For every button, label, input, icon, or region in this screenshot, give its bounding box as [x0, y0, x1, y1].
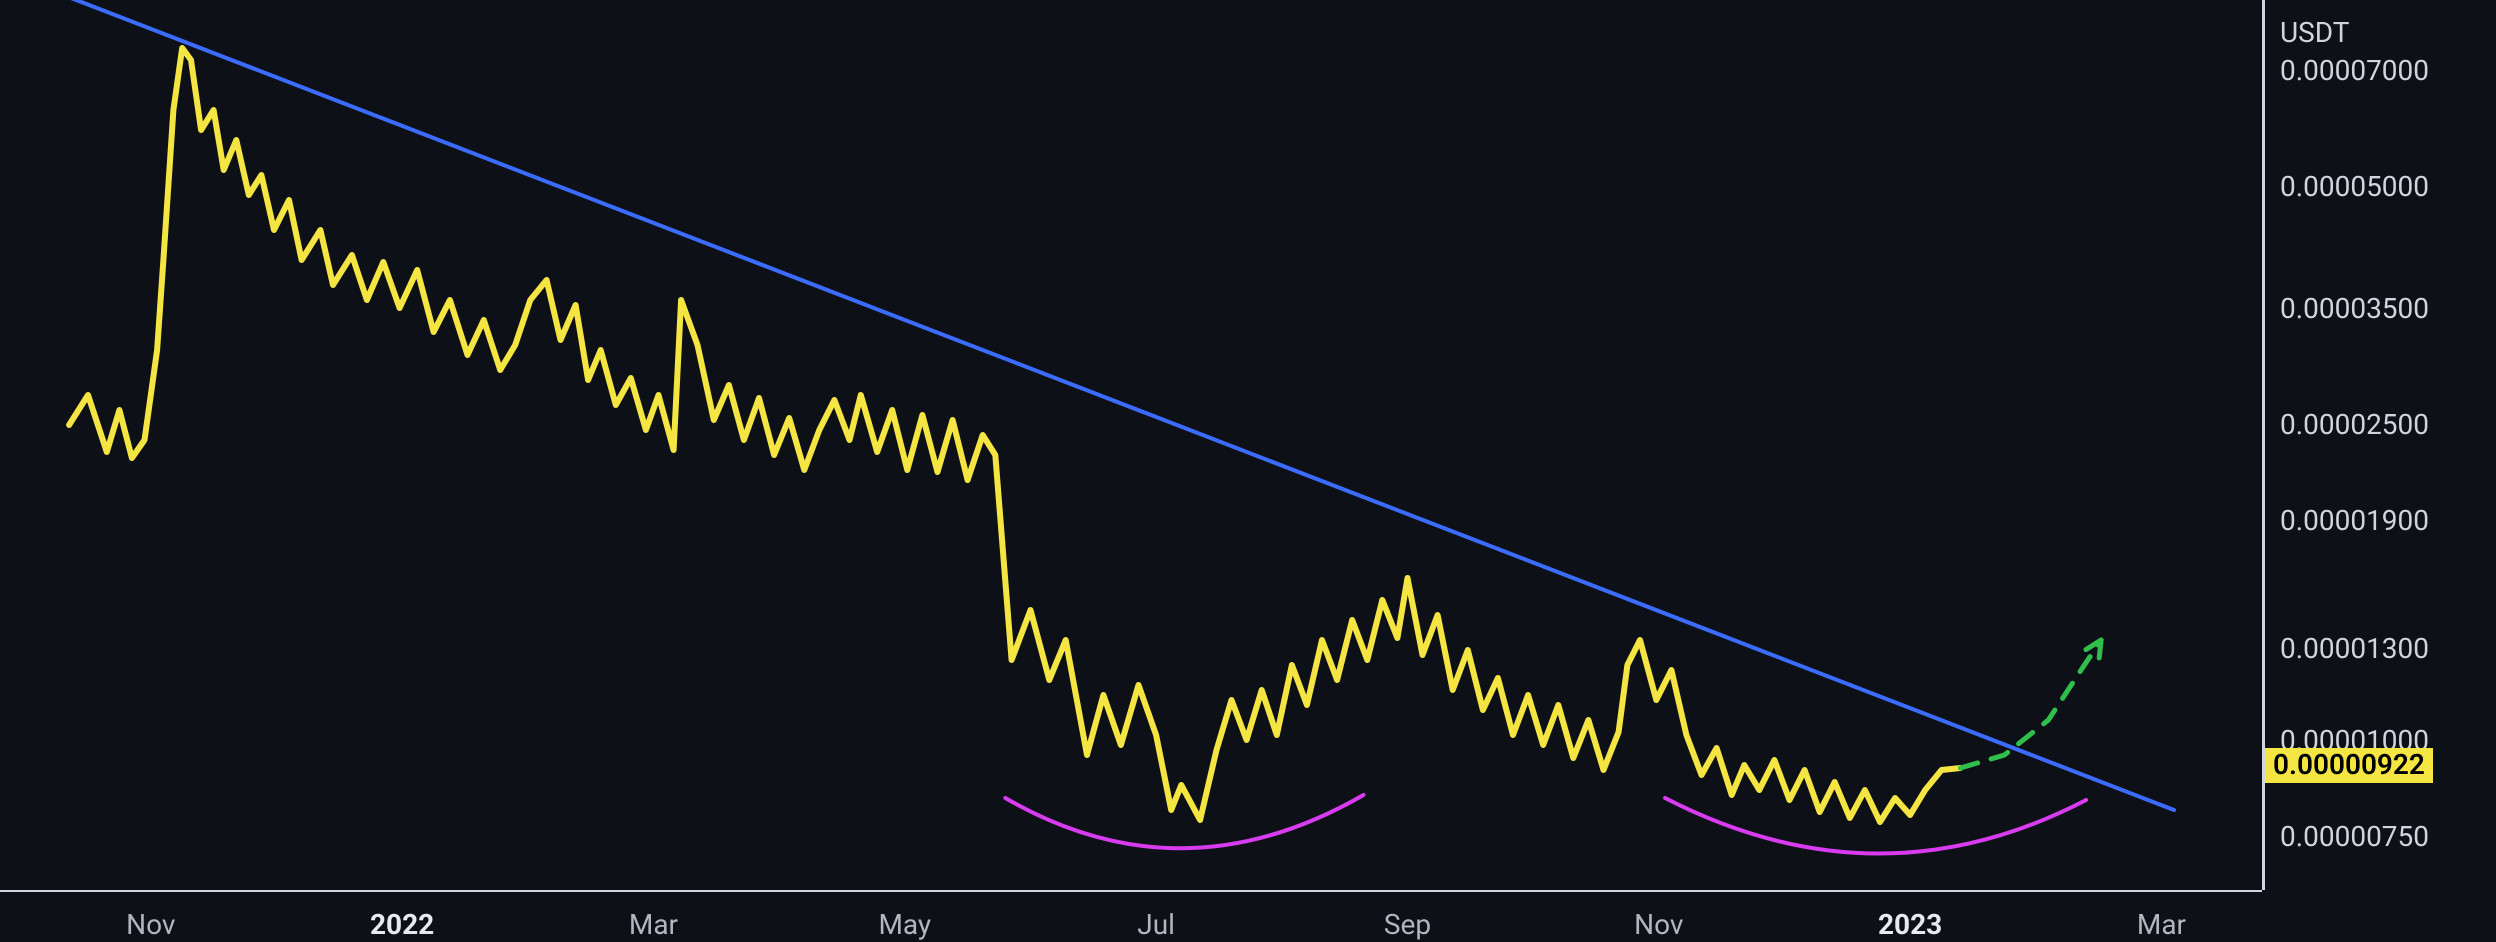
- chart-canvas[interactable]: [0, 0, 2496, 890]
- projection-line[interactable]: [1960, 640, 2101, 768]
- current-price-tag: 0.00000922: [2265, 748, 2433, 783]
- y-tick-label: 0.00000750: [2280, 820, 2429, 853]
- y-tick-label: 0.00005000: [2280, 170, 2429, 203]
- x-tick-label: Sep: [1384, 908, 1431, 941]
- x-tick-label: Nov: [1634, 908, 1683, 941]
- y-tick-label: 0.00003500: [2280, 292, 2429, 325]
- x-tick-label: 2022: [370, 908, 434, 941]
- y-tick-label: 0.00001300: [2280, 632, 2429, 665]
- y-tick-label: 0.00002500: [2280, 408, 2429, 441]
- x-tick-label: May: [878, 908, 931, 941]
- y-axis-symbol: USDT: [2280, 16, 2350, 49]
- trend-line[interactable]: [50, 0, 2174, 810]
- x-tick-label: 2023: [1878, 908, 1942, 941]
- x-tick-label: Mar: [2137, 908, 2186, 941]
- pattern-arc-0[interactable]: [1005, 795, 1363, 848]
- y-tick-label: 0.00007000: [2280, 54, 2429, 87]
- x-tick-label: Mar: [629, 908, 678, 941]
- y-tick-label: 0.00001900: [2280, 504, 2429, 537]
- price-chart[interactable]: USDT 0.00007000 0.00005000 0.00003500 0.0000…: [0, 0, 2496, 942]
- x-tick-label: Jul: [1137, 908, 1175, 941]
- price-line: [69, 48, 1960, 822]
- x-axis-line: [0, 890, 2262, 892]
- x-tick-label: Nov: [126, 908, 175, 941]
